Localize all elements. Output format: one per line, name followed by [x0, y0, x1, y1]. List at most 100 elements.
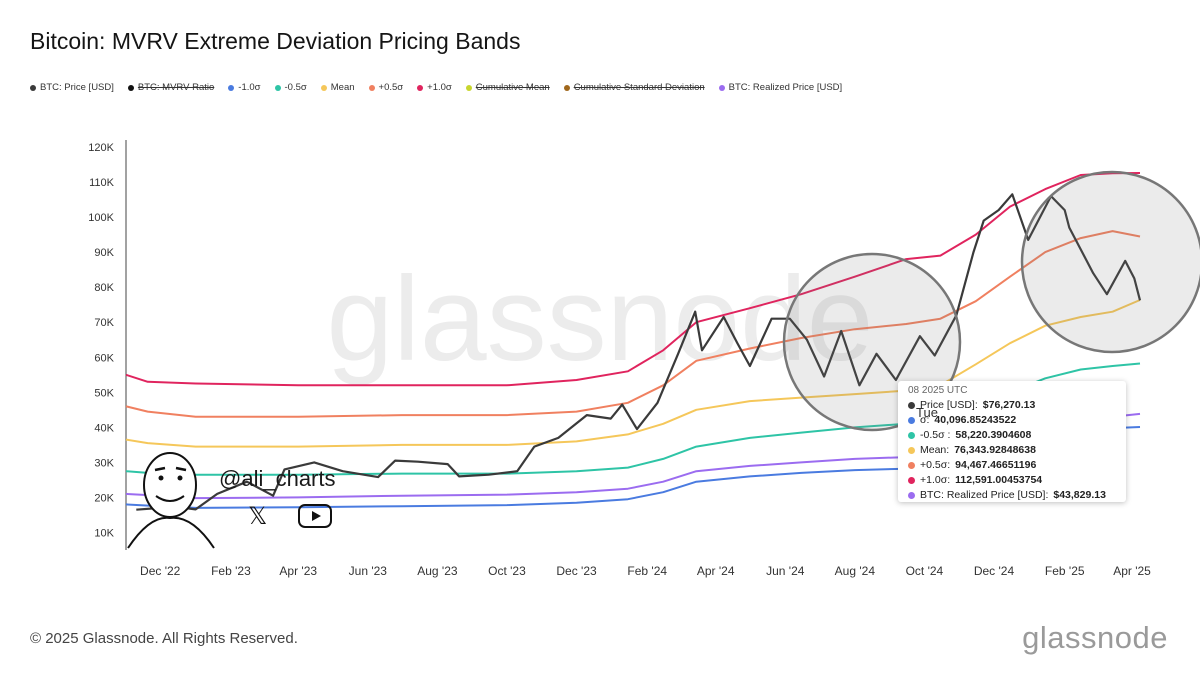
tooltip-day: Tue: [916, 405, 938, 420]
x-tick-label: Apr '23: [279, 564, 317, 578]
y-tick-label: 110K: [89, 177, 115, 189]
legend-item[interactable]: +1.0σ: [417, 82, 452, 93]
tooltip-row: BTC: Realized Price [USD]: $43,829.13: [908, 489, 1106, 501]
avatar-eye: [177, 475, 183, 481]
tooltip-row: +0.5σ: 94,467.46651196: [908, 459, 1036, 471]
author-handle: @ali_charts: [219, 466, 336, 491]
tooltip-row: Mean: 76,343.92848638: [908, 444, 1036, 456]
tooltip-label: σ:: [920, 414, 930, 426]
tooltip-row: σ: 40,096.85243522: [908, 414, 1016, 426]
legend-item[interactable]: -0.5σ: [274, 82, 307, 93]
legend-dot-icon: [718, 84, 725, 91]
x-logo-icon: 𝕏: [248, 503, 268, 530]
y-tick-label: 60K: [94, 352, 114, 364]
legend-dot-icon: [563, 84, 570, 91]
chart-title: Bitcoin: MVRV Extreme Deviation Pricing …: [30, 28, 521, 54]
tooltip-row: +1.0σ: 112,591.00453754: [908, 474, 1042, 486]
legend-item[interactable]: BTC: Realized Price [USD]: [718, 82, 843, 93]
series-line-1: [125, 230, 1141, 418]
legend-item[interactable]: BTC: Price [USD]: [30, 82, 114, 93]
legend-dot-icon: [228, 84, 235, 91]
legend-label: Cumulative Standard Deviation: [573, 82, 705, 93]
legend-item[interactable]: -1.0σ: [228, 82, 261, 93]
x-tick-label: Jun '24: [766, 564, 805, 578]
legend-label: -1.0σ: [238, 82, 261, 93]
legend-item[interactable]: +0.5σ: [368, 82, 403, 93]
tooltip-date: 08 2025 UTC: [908, 385, 968, 396]
tooltip-dot-icon: [908, 476, 915, 484]
tooltip-value: $43,829.13: [1053, 489, 1106, 501]
tooltip-dot-icon: [908, 491, 915, 499]
x-tick-label: Oct '24: [906, 564, 944, 578]
tooltip-dot-icon: [908, 446, 915, 454]
legend-dot-icon: [417, 84, 424, 91]
y-tick-label: 10K: [94, 527, 114, 539]
y-tick-label: 90K: [94, 247, 114, 259]
tooltip-label: Mean:: [920, 444, 950, 456]
x-tick-label: Apr '24: [697, 564, 735, 578]
legend-label: -0.5σ: [284, 82, 307, 93]
avatar-eyebrows: [154, 466, 187, 472]
legend-item[interactable]: Mean: [320, 82, 355, 93]
x-tick-label: Aug '24: [835, 564, 876, 578]
y-tick-label: 50K: [94, 387, 114, 399]
legend-label: +1.0σ: [427, 82, 452, 93]
tooltip-dot-icon: [908, 401, 915, 409]
tooltip-row: Price [USD]: $76,270.13: [908, 399, 1035, 411]
highlight-circle: [1020, 170, 1200, 354]
x-tick-label: Feb '24: [627, 564, 667, 578]
legend-label: BTC: Realized Price [USD]: [728, 82, 843, 93]
x-tick-label: Jun '23: [349, 564, 388, 578]
x-tick-label: Dec '22: [140, 564, 181, 578]
chart-legend: BTC: Price [USD] BTC: MVRV Ratio -1.0σ -0.5…: [30, 82, 842, 93]
x-tick-label: Aug '23: [417, 564, 458, 578]
legend-item[interactable]: BTC: MVRV Ratio: [127, 82, 215, 93]
legend-label: BTC: Price [USD]: [40, 82, 114, 93]
legend-dot-icon: [465, 84, 472, 91]
tooltip-value: 94,467.46651196: [955, 459, 1037, 471]
legend-dot-icon: [30, 84, 36, 91]
copyright-text: © 2025 Glassnode. All Rights Reserved.: [30, 630, 298, 647]
tooltip-label: Price [USD]:: [920, 399, 978, 411]
tooltip-dot-icon: [908, 416, 915, 424]
legend-item[interactable]: Cumulative Mean: [465, 82, 550, 93]
y-tick-label: 20K: [94, 492, 114, 504]
series-line-0: [125, 172, 1141, 387]
legend-item[interactable]: Cumulative Standard Deviation: [563, 82, 705, 93]
series-line-2: [125, 299, 1141, 448]
tooltip-label: BTC: Realized Price [USD]:: [920, 489, 1049, 501]
x-tick-label: Dec '23: [556, 564, 597, 578]
legend-label: Cumulative Mean: [475, 82, 550, 93]
legend-dot-icon: [320, 84, 327, 91]
x-tick-label: Oct '23: [488, 564, 526, 578]
tooltip-label: +0.5σ:: [920, 459, 951, 471]
avatar: [127, 452, 215, 549]
avatar-eye: [158, 475, 164, 481]
tooltip-value: 76,343.92848638: [954, 444, 1036, 456]
footer-logo: glassnode: [1022, 620, 1168, 655]
y-tick-label: 100K: [88, 212, 114, 224]
avatar-shoulders: [127, 516, 215, 549]
legend-label: Mean: [330, 82, 355, 93]
x-tick-label: Apr '25: [1113, 564, 1151, 578]
y-tick-label: 30K: [94, 457, 114, 469]
tooltip-value: $76,270.13: [982, 399, 1036, 411]
tooltip-value: 58,220.3904608: [955, 429, 1032, 441]
chart-svg: glassnode10K20K30K40K50K60K70K80K90K100K…: [88, 140, 1200, 578]
tooltip-dot-icon: [908, 461, 915, 469]
y-tick-label: 70K: [94, 317, 114, 329]
tooltip-label: +1.0σ:: [920, 474, 951, 486]
legend-dot-icon: [127, 84, 134, 91]
legend-dot-icon: [368, 84, 375, 91]
chart-tooltip: 08 2025 UTC Price [USD]: $76,270.13 σ: 40,0…: [898, 381, 1126, 502]
legend-label: BTC: MVRV Ratio: [137, 82, 215, 93]
tooltip-value: 112,591.00453754: [955, 474, 1043, 486]
avatar-head: [143, 452, 197, 518]
y-tick-label: 120K: [88, 142, 114, 154]
x-tick-label: Dec '24: [974, 564, 1015, 578]
youtube-icon: [298, 504, 332, 528]
tooltip-row: -0.5σ : 58,220.3904608: [908, 429, 1031, 441]
x-tick-label: Feb '25: [1045, 564, 1085, 578]
avatar-smile: [155, 495, 185, 502]
tooltip-dot-icon: [908, 431, 915, 439]
